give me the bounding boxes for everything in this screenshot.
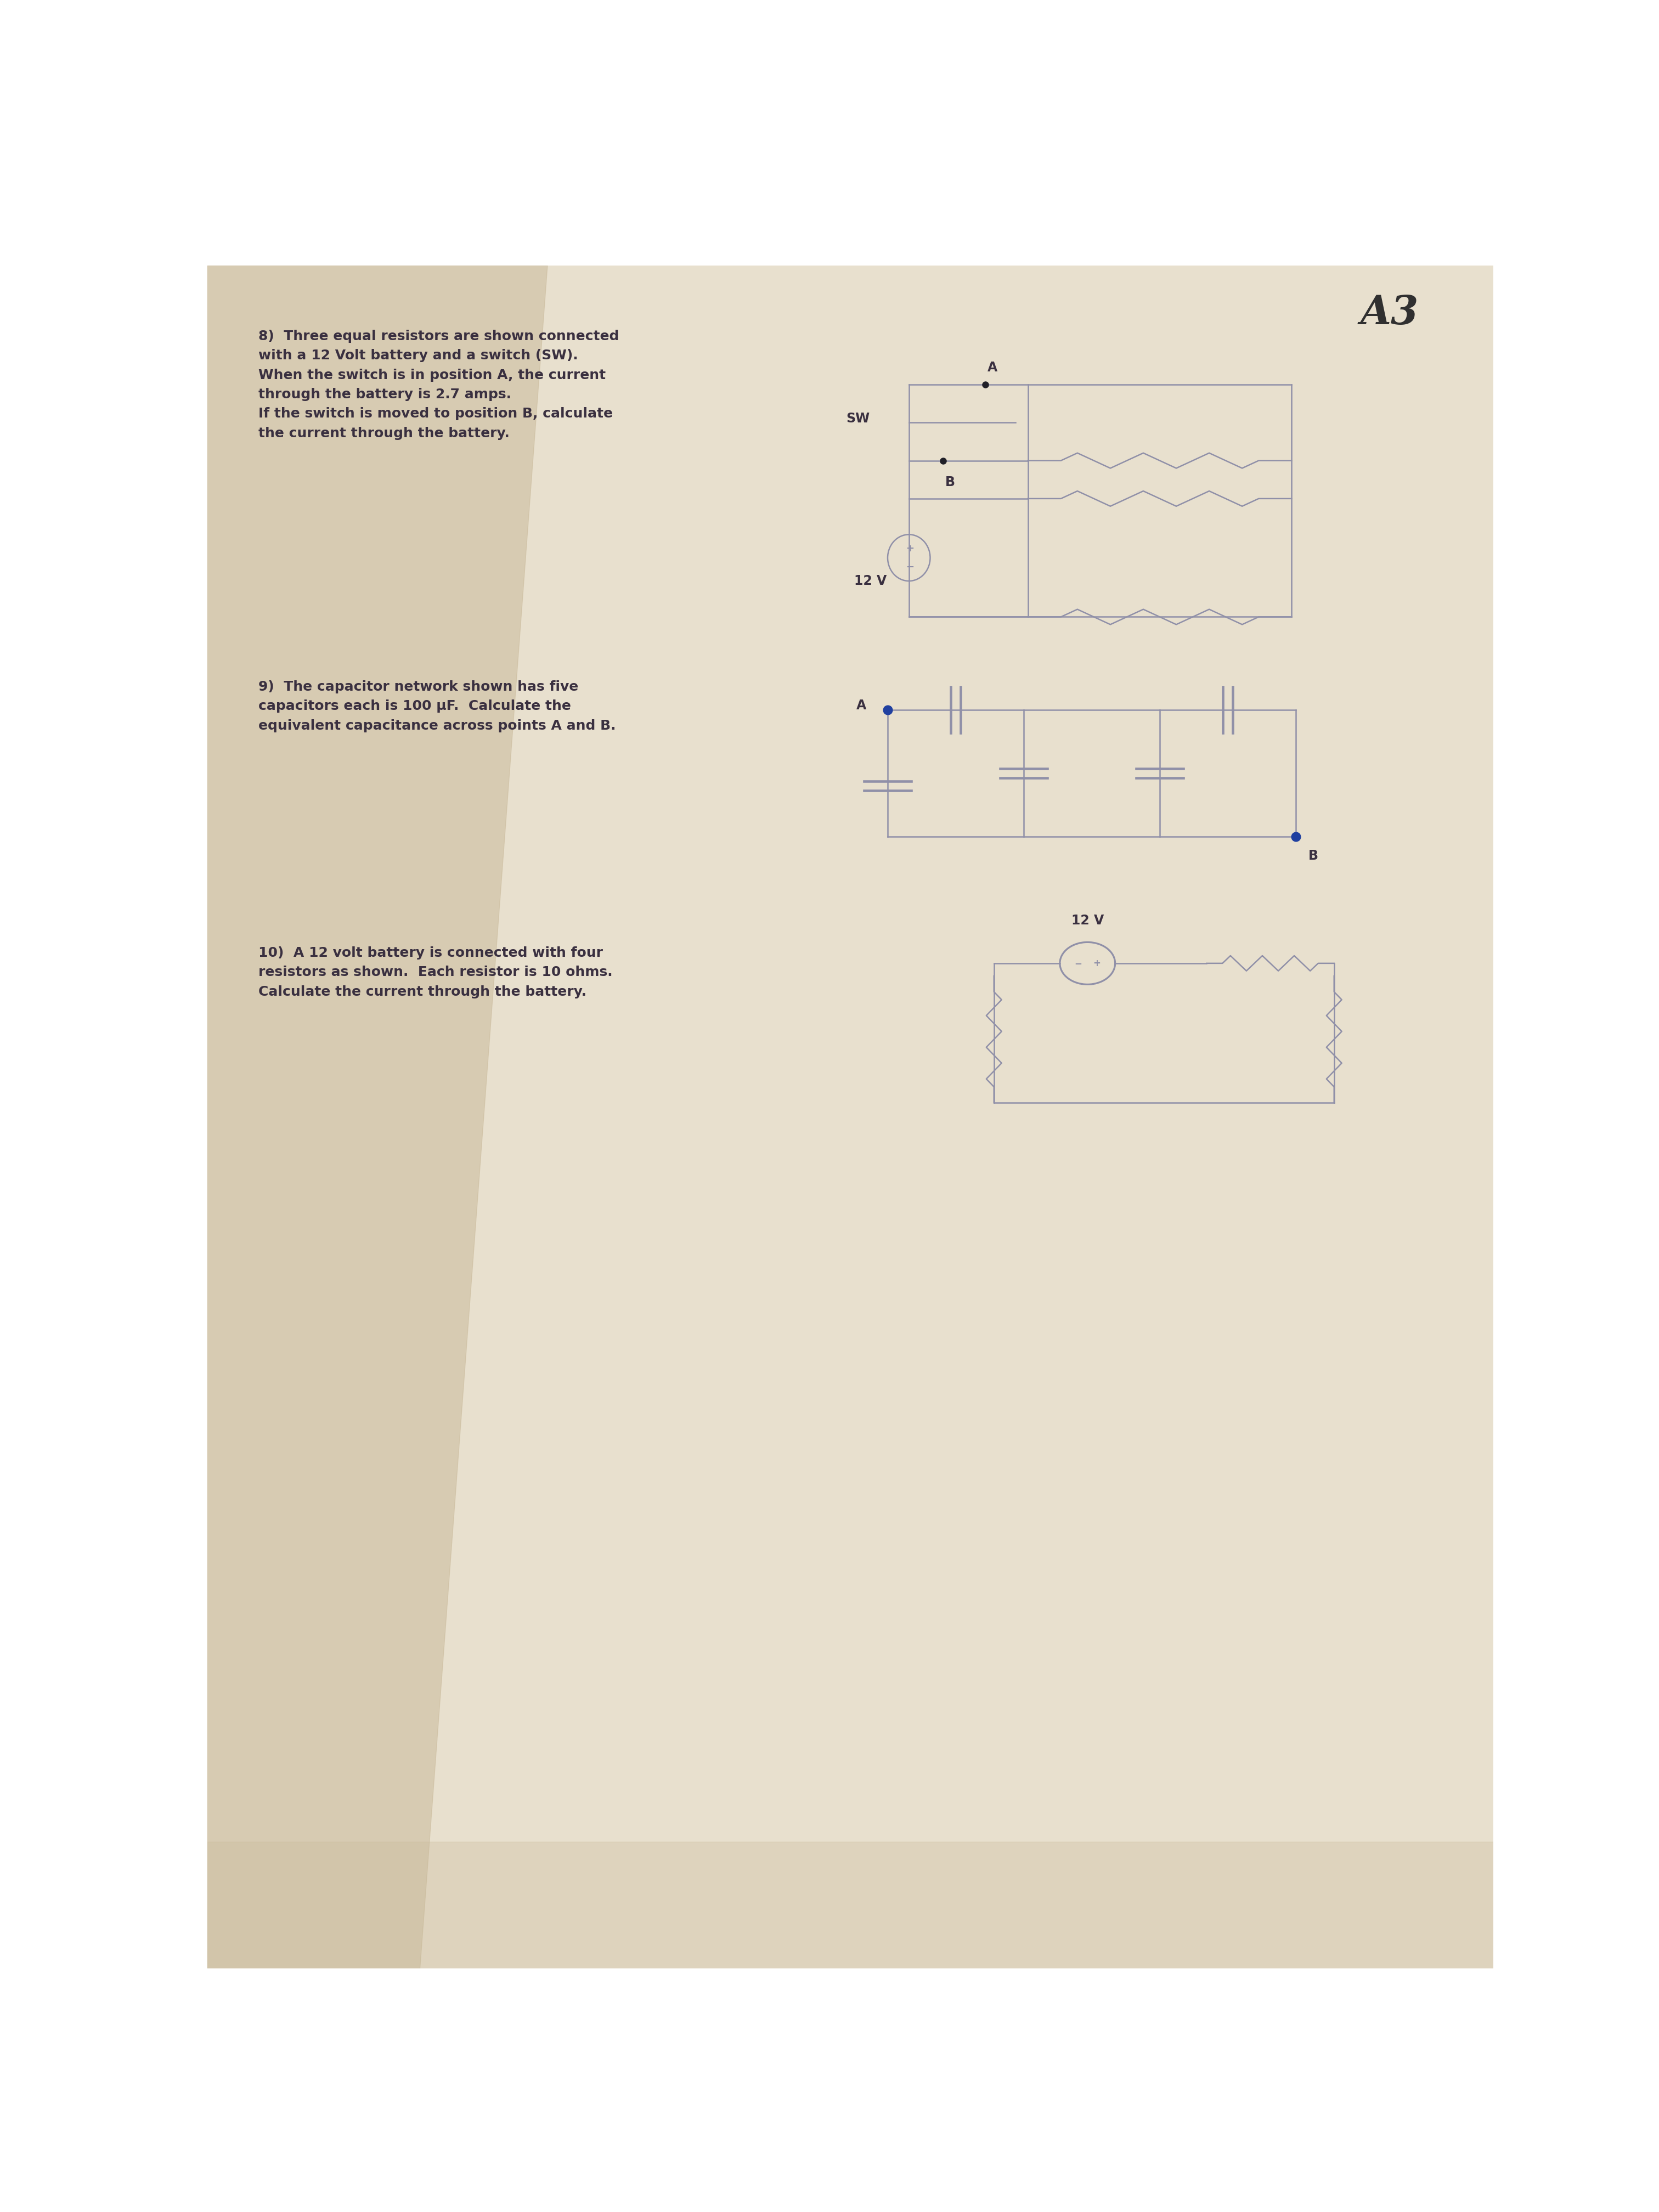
Text: −: − [906,562,914,573]
Text: 8)  Three equal resistors are shown connected
with a 12 Volt battery and a switc: 8) Three equal resistors are shown conne… [259,330,619,440]
Text: A3: A3 [1360,294,1418,332]
Text: +: + [1093,958,1100,969]
Text: B: B [946,476,956,489]
Text: 10)  A 12 volt battery is connected with four
resistors as shown.  Each resistor: 10) A 12 volt battery is connected with … [259,947,612,998]
Text: 9)  The capacitor network shown has five
capacitors each is 100 μF.  Calculate t: 9) The capacitor network shown has five … [259,681,615,732]
Polygon shape [207,265,547,1969]
Text: A: A [987,361,997,374]
Text: 12 V: 12 V [1072,914,1103,927]
Text: SW: SW [846,411,869,425]
Polygon shape [207,1843,1493,1969]
Text: 12 V: 12 V [854,575,888,588]
Text: B: B [1309,849,1319,863]
Text: +: + [906,544,914,553]
Text: −: − [1075,958,1082,969]
Text: A: A [856,699,866,712]
